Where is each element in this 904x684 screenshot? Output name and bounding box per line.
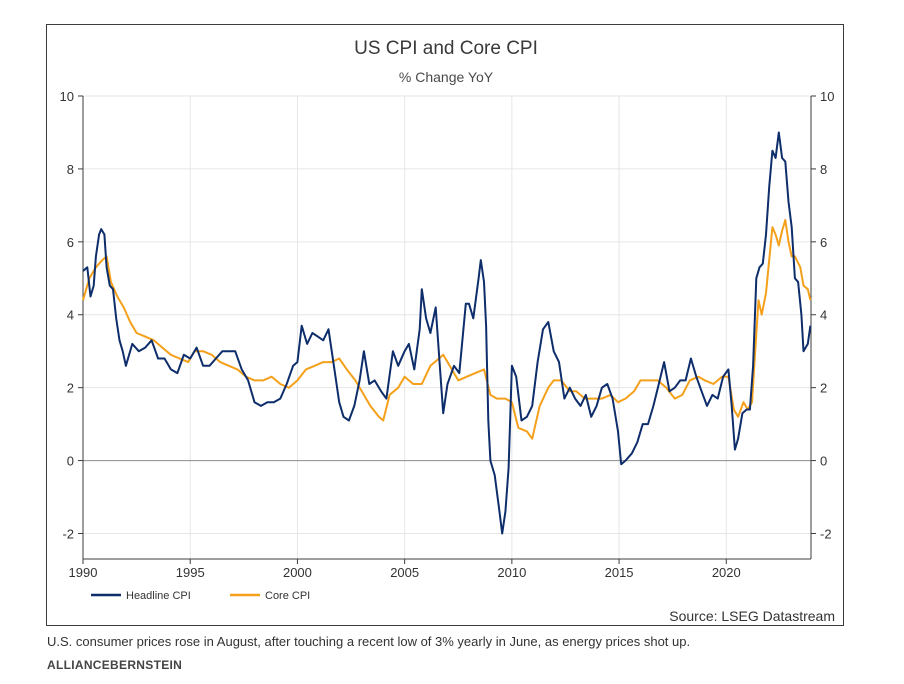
- y-tick-label-right: 8: [820, 162, 827, 177]
- y-tick-label-left: 0: [67, 454, 74, 469]
- core-cpi-line: [82, 219, 812, 440]
- chart-subtitle: % Change YoY: [399, 69, 494, 85]
- figure-credit: ALLIANCEBERNSTEIN: [47, 658, 183, 672]
- headline-cpi-line: [82, 131, 812, 535]
- x-tick-label: 2015: [605, 565, 634, 580]
- figure-caption: U.S. consumer prices rose in August, aft…: [47, 634, 691, 649]
- x-tick-label: 2005: [390, 565, 419, 580]
- y-tick-label-left: 8: [67, 162, 74, 177]
- x-tick-label: 1990: [69, 565, 98, 580]
- y-tick-label-right: 6: [820, 235, 827, 250]
- y-tick-label-right: 2: [820, 381, 827, 396]
- x-tick-label: 2020: [712, 565, 741, 580]
- y-tick-label-right: 10: [820, 89, 834, 104]
- y-tick-label-right: -2: [820, 526, 832, 541]
- chart-frame: US CPI and Core CPI % Change YoY -2 -2 0 0 2 2 4…: [46, 24, 844, 626]
- chart-title: US CPI and Core CPI: [354, 38, 538, 59]
- y-tick-label-left: 6: [67, 235, 74, 250]
- cpi-line-chart: US CPI and Core CPI % Change YoY -2 -2 0 0 2 2 4…: [60, 38, 835, 624]
- legend-label-core: Core CPI: [265, 590, 310, 602]
- y-tick-label-left: 2: [67, 381, 74, 396]
- x-tick-label: 2000: [283, 565, 312, 580]
- chart-source: Source: LSEG Datastream: [669, 608, 835, 624]
- y-tick-label-right: 0: [820, 454, 827, 469]
- x-tick-label: 1995: [176, 565, 205, 580]
- y-tick-label-left: 10: [60, 89, 74, 104]
- y-tick-label-left: 4: [67, 308, 74, 323]
- x-tick-label: 2010: [497, 565, 526, 580]
- y-tick-label-left: -2: [62, 526, 74, 541]
- legend-label-headline: Headline CPI: [126, 590, 191, 602]
- y-tick-label-right: 4: [820, 308, 827, 323]
